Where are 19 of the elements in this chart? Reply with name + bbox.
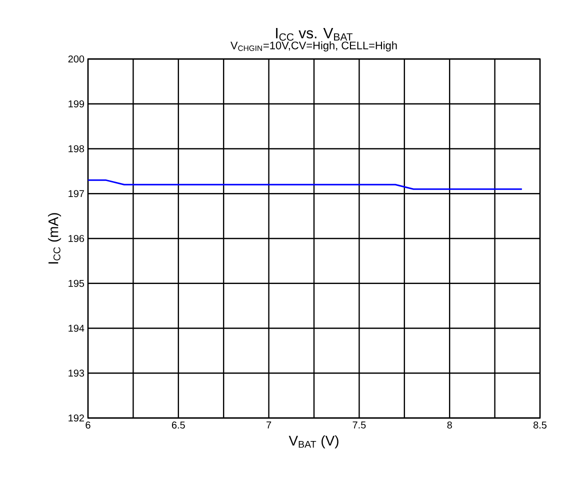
x-tick-label: 8 xyxy=(447,422,452,429)
x-axis-title: V$_{BAT}$ (V) xyxy=(288,435,338,448)
y-tick-label: 194 xyxy=(68,324,84,332)
y-tick-label: 200 xyxy=(68,55,84,63)
x-tick-label: 8.5 xyxy=(534,422,547,429)
chart-subtitle: V$_{CHGIN}$=10V,CV=High, CELL=High xyxy=(230,41,397,52)
y-tick-label: 196 xyxy=(68,234,84,242)
x-tick-label: 6 xyxy=(86,422,90,429)
y-tick-label: 193 xyxy=(68,370,84,377)
y-tick-label: 192 xyxy=(68,414,84,422)
x-tick-label: 7.5 xyxy=(352,422,366,428)
x-tick-label: 6.5 xyxy=(172,422,185,429)
chart-title: I$_{CC}$ vs. V$_{BAT}$ xyxy=(276,28,353,41)
y-tick-label: 195 xyxy=(68,280,84,287)
x-tick-label: 7 xyxy=(266,422,272,428)
y-tick-label: 198 xyxy=(68,145,84,152)
y-tick-label: 199 xyxy=(68,100,84,108)
y-axis-title: I$_{CC}$ (mA) xyxy=(48,213,62,264)
y-tick-label: 197 xyxy=(68,190,84,198)
